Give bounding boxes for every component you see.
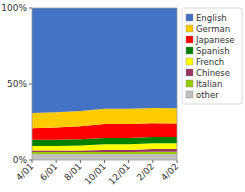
legend-swatch	[186, 25, 193, 32]
x-tick	[104, 160, 105, 163]
x-tick-label: 10/01	[83, 161, 108, 186]
area	[32, 152, 177, 154]
legend-swatch	[186, 91, 193, 98]
x-tick-label: 2/02	[135, 161, 156, 182]
legend-label: Spanish	[196, 46, 230, 56]
x-tick-label: 8/01	[62, 161, 83, 182]
legend-swatch	[186, 58, 193, 65]
x-tick	[56, 160, 57, 163]
y-tick-label: 50%	[7, 79, 27, 89]
legend-label: other	[196, 90, 219, 100]
x-tick	[80, 160, 81, 163]
legend-label: Chinese	[196, 68, 230, 78]
legend-label: Japanese	[195, 35, 235, 45]
legend-frame	[182, 8, 242, 104]
y-tick	[29, 8, 32, 9]
areas	[32, 8, 177, 160]
legend-label: English	[196, 13, 227, 23]
legend-label: German	[196, 24, 230, 34]
chart: 0%50%100%4/016/018/0110/0112/012/024/02E…	[0, 0, 245, 192]
legend-swatch	[186, 47, 193, 54]
area	[32, 8, 177, 113]
legend-label: French	[196, 57, 224, 67]
x-tick-label: 6/01	[38, 161, 59, 182]
y-tick-label: 100%	[1, 3, 27, 13]
legend-swatch	[186, 14, 193, 21]
x-tick	[128, 160, 129, 163]
x-tick	[152, 160, 153, 163]
x-tick-label: 4/02	[159, 161, 180, 182]
x-tick	[177, 160, 178, 163]
legend-swatch	[186, 80, 193, 87]
legend-label: Italian	[196, 79, 222, 89]
x-tick	[32, 160, 33, 163]
plot-frame	[32, 8, 177, 160]
legend-swatch	[186, 69, 193, 76]
area	[32, 154, 177, 160]
legend-swatch	[186, 36, 193, 43]
legend: EnglishGermanJapaneseSpanishFrenchChines…	[182, 8, 242, 104]
x-tick-label: 12/01	[107, 161, 132, 186]
y-tick	[29, 84, 32, 85]
x-tick-label: 4/01	[14, 161, 35, 182]
